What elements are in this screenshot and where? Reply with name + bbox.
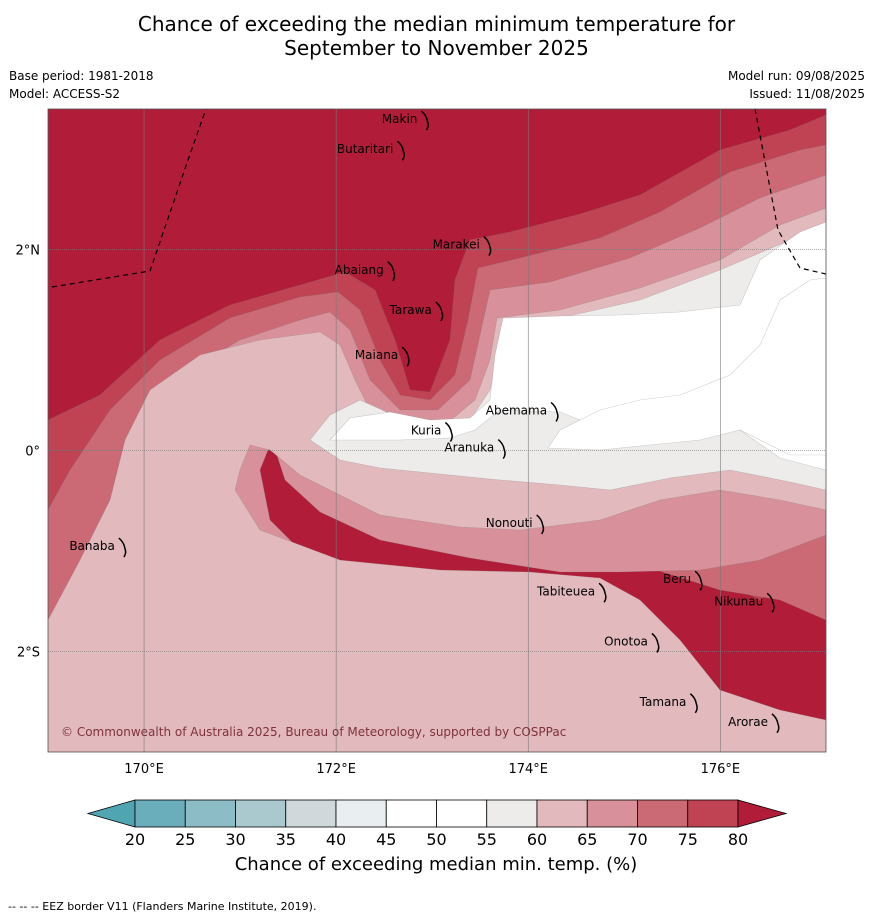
- colorbar-tick-label: 50: [426, 830, 446, 849]
- map-title-line2: September to November 2025: [284, 36, 589, 60]
- colorbar-bin: [335, 799, 387, 828]
- colorbar-bin: [536, 799, 588, 828]
- colorbar-bin: [486, 799, 538, 828]
- place-label: Tamana: [639, 695, 687, 709]
- colorbar-tick-label: 55: [477, 830, 497, 849]
- base-period-text: Base period: 1981-2018: [9, 69, 154, 83]
- place-label: Makin: [382, 112, 418, 126]
- colorbar-tick-label: 45: [376, 830, 396, 849]
- island-outline: [401, 346, 410, 367]
- place-label: Butaritari: [337, 142, 394, 156]
- map-gridlines: [48, 109, 826, 752]
- island-outline: [766, 592, 775, 613]
- eez-border: [51, 108, 827, 288]
- model-text: Model: ACCESS-S2: [9, 87, 121, 101]
- colorbar-label: Chance of exceeding median min. temp. (%…: [235, 854, 638, 875]
- latitude-ticks: 2°N 0° 2°S: [16, 244, 41, 661]
- colorbar-tick-label: 25: [175, 830, 195, 849]
- island-outline: [550, 401, 559, 422]
- island-outline: [387, 261, 396, 282]
- lon-tick-label: 176°E: [701, 762, 741, 777]
- colorbar-tick-label: 40: [326, 830, 346, 849]
- place-label: Nonouti: [486, 516, 533, 530]
- colorbar: 20 25 30 35 40 45 50 55 60 65 70 75 80: [86, 799, 788, 849]
- eez-border-line: [754, 108, 827, 275]
- colorbar-tick-label: 60: [527, 830, 547, 849]
- lat-tick-label: 2°N: [16, 244, 41, 259]
- island-outline: [497, 438, 506, 460]
- place-label: Aranuka: [444, 441, 494, 455]
- place-label: Tabiteuea: [536, 584, 595, 598]
- longitude-ticks: 170°E 172°E 174°E 176°E: [124, 762, 740, 777]
- model-run-text: Model run: 09/08/2025: [727, 69, 865, 83]
- colorbar-below-arrow: [86, 799, 136, 828]
- place-label: Arorae: [728, 715, 768, 729]
- place-label: Maiana: [355, 348, 398, 362]
- colorbar-bin: [184, 799, 236, 828]
- island-outline: [396, 140, 405, 161]
- map-frame: [47, 108, 827, 753]
- lat-tick-label: 2°S: [17, 646, 40, 661]
- island-outline: [444, 421, 453, 442]
- island-outline: [483, 236, 492, 257]
- place-label: Marakei: [433, 238, 480, 252]
- island-outline: [435, 301, 444, 322]
- island-outline: [598, 582, 607, 603]
- place-label: Beru: [663, 572, 691, 586]
- map-title: Chance of exceeding the median minimum t…: [0, 12, 873, 60]
- contour-band-45-50: [547, 277, 826, 456]
- colorbar-tick-label: 35: [276, 830, 296, 849]
- place-label: Nikunau: [714, 594, 763, 608]
- place-labels: Makin Butaritari Marakei Abaiang Tarawa Maian…: [69, 112, 768, 729]
- place-label: Onotoa: [604, 634, 648, 648]
- colorbar-above-arrow: [737, 799, 788, 828]
- copyright-text: © Commonwealth of Australia 2025, Bureau…: [61, 725, 566, 739]
- eez-border-line: [51, 108, 207, 288]
- colorbar-bin: [586, 799, 638, 828]
- place-label: Abemama: [486, 403, 547, 417]
- colorbar-tick-label: 20: [125, 830, 145, 849]
- island-outline: [694, 570, 703, 591]
- lon-tick-label: 174°E: [508, 762, 548, 777]
- map-figure: Makin Butaritari Marakei Abaiang Tarawa Maian…: [16, 108, 827, 875]
- colorbar-tick-label: 75: [678, 830, 698, 849]
- colorbar-bin: [134, 799, 186, 828]
- colorbar-tick-label: 30: [225, 830, 245, 849]
- lon-tick-label: 172°E: [316, 762, 356, 777]
- lat-tick-label: 0°: [25, 445, 40, 460]
- place-label: Banaba: [69, 539, 115, 553]
- colorbar-tick-label: 70: [627, 830, 647, 849]
- place-label: Tarawa: [389, 303, 432, 317]
- islands: [118, 110, 780, 734]
- island-outline: [651, 632, 660, 653]
- place-label: Abaiang: [335, 263, 384, 277]
- lon-tick-label: 170°E: [124, 762, 164, 777]
- place-label: Kuria: [411, 424, 442, 438]
- colorbar-tick-label: 65: [577, 830, 597, 849]
- island-outline: [536, 514, 545, 535]
- colorbar-tick-label: 80: [728, 830, 748, 849]
- island-outline: [771, 713, 780, 734]
- colorbar-bin: [385, 799, 437, 828]
- map-title-line1: Chance of exceeding the median minimum t…: [137, 12, 736, 36]
- island-outline: [118, 537, 127, 558]
- colorbar-bin: [637, 799, 689, 828]
- island-outline: [689, 693, 698, 714]
- colorbar-bin: [285, 799, 337, 828]
- colorbar-bin: [687, 799, 739, 828]
- probability-contours: [48, 109, 826, 752]
- island-outline: [420, 110, 429, 131]
- eez-footnote: -- -- -- EEZ border V11 (Flanders Marine…: [8, 900, 317, 913]
- colorbar-bin: [235, 799, 287, 828]
- colorbar-bin: [436, 799, 488, 828]
- issued-text: Issued: 11/08/2025: [749, 87, 865, 101]
